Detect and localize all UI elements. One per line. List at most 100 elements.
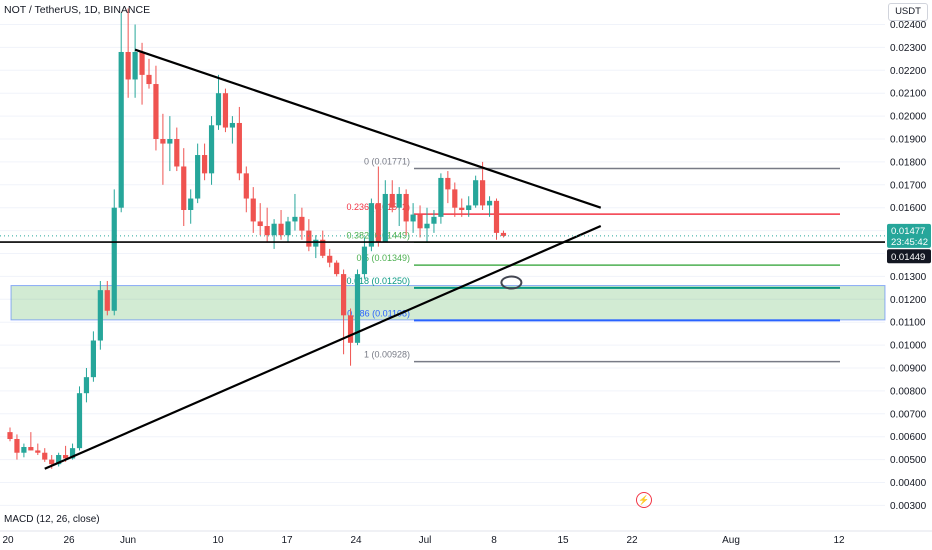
price-tick-label: 0.00400 — [890, 478, 927, 489]
price-tick-label: 0.00800 — [890, 386, 927, 397]
price-tick-label: 0.02000 — [890, 112, 927, 123]
candle-body — [264, 226, 270, 236]
candle-body — [229, 122, 235, 128]
time-tick-label: 26 — [63, 535, 75, 546]
candle-body — [292, 216, 298, 222]
symbol-label: NOT / TetherUS, 1D, BINANCE — [4, 4, 151, 16]
currency-button[interactable]: USDT — [888, 3, 928, 21]
candle-body — [452, 189, 458, 208]
candle-body — [215, 93, 222, 126]
candle-body — [459, 207, 465, 210]
candle-body — [299, 216, 305, 231]
candle-body — [347, 315, 354, 343]
candle-body — [97, 290, 103, 341]
crosshair-price-value: 0.01449 — [891, 252, 925, 263]
time-axis[interactable]: 20 26 Jun 10 17 24 Jul 8 15 22 Aug 12 — [0, 530, 932, 546]
candle-body — [14, 438, 20, 453]
trendline-lower — [44, 225, 602, 470]
candle-body — [153, 84, 159, 139]
candle-body — [188, 198, 194, 210]
time-tick-label: 17 — [281, 535, 293, 546]
flash-icon[interactable]: ⚡ — [636, 492, 652, 508]
candle-body — [334, 262, 340, 275]
time-tick-label: 24 — [350, 535, 362, 546]
candle-body — [202, 155, 208, 174]
last-price-badge — [887, 223, 931, 248]
candle-body — [250, 198, 256, 222]
macd-label: MACD (12, 26, close) — [4, 514, 100, 525]
price-tick-label: 0.02300 — [890, 43, 927, 54]
time-tick-label: 8 — [491, 535, 497, 546]
countdown-value: 23:45:42 — [891, 237, 928, 248]
candle-body — [417, 214, 423, 229]
last-price-value: 0.01477 — [891, 226, 925, 237]
candle-body — [466, 205, 472, 210]
candle-body — [222, 93, 229, 128]
candle-body — [111, 207, 117, 311]
candle-body — [21, 447, 27, 453]
candle-body — [445, 177, 451, 190]
candle-body — [167, 139, 173, 144]
price-axis[interactable]: 0.02400 0.02300 0.02200 0.02100 0.02000 0.019… — [890, 20, 927, 512]
crosshair-price-badge — [887, 249, 931, 264]
price-tick-label: 0.02400 — [890, 20, 927, 31]
candle-body — [389, 193, 395, 208]
candle-body — [90, 340, 96, 378]
candle-body — [42, 452, 48, 460]
candle-body — [181, 166, 187, 210]
candle-body — [431, 216, 437, 224]
candle-body — [285, 221, 291, 236]
candle-body — [49, 459, 55, 465]
time-tick-label: Aug — [722, 535, 740, 546]
candle-body — [382, 193, 388, 243]
fib-level-label: 1 (0.00928) — [364, 350, 410, 360]
price-tick-label: 0.00600 — [890, 432, 927, 443]
candle-body — [69, 448, 76, 459]
time-tick-label: 20 — [2, 535, 14, 546]
candle-body — [7, 432, 13, 439]
candle-body — [486, 200, 493, 206]
ellipse-annotation — [500, 275, 523, 290]
price-tick-label: 0.01200 — [890, 295, 927, 306]
price-tick-label: 0.00300 — [890, 501, 927, 512]
candle-body — [396, 193, 402, 208]
candle-body — [327, 255, 333, 263]
candle-body — [354, 274, 361, 343]
candle-body — [174, 139, 180, 167]
trendline-upper — [134, 48, 602, 209]
candle-body — [132, 51, 138, 80]
candle-body — [160, 139, 166, 144]
candle-body — [76, 393, 83, 449]
candle-body — [410, 214, 416, 222]
candle-body — [257, 221, 263, 227]
time-tick-label: Jul — [419, 535, 432, 546]
candle-body — [208, 125, 215, 174]
candle-body — [493, 200, 500, 233]
candle-body — [375, 203, 381, 243]
price-tick-label: 0.01600 — [890, 203, 927, 214]
candle-body — [243, 173, 249, 199]
candle-body — [139, 51, 145, 75]
price-tick-label: 0.02100 — [890, 89, 927, 100]
candle-body — [28, 447, 34, 451]
candle-body — [118, 51, 124, 208]
price-tick-label: 0.01000 — [890, 341, 927, 352]
candle-body — [306, 230, 312, 247]
candle-body — [35, 450, 41, 453]
candle-body — [104, 290, 110, 311]
candle-body — [368, 203, 374, 247]
price-tick-label: 0.01300 — [890, 272, 927, 283]
candle-body — [480, 180, 486, 206]
candle-body — [473, 180, 479, 206]
price-tick-label: 0.00500 — [890, 455, 927, 466]
price-tick-label: 0.00700 — [890, 409, 927, 420]
fib-level-label: 0 (0.01771) — [364, 157, 410, 167]
time-tick-label: 10 — [212, 535, 224, 546]
candle-body — [236, 122, 242, 174]
fibonacci-retracement: 0 (0.01771)0.236 (0.01572)0.382 (0.01449… — [346, 157, 840, 363]
fib-level-label: 0.5 (0.01349) — [356, 253, 410, 263]
support-zone — [10, 285, 886, 321]
price-tick-label: 0.01800 — [890, 157, 927, 168]
